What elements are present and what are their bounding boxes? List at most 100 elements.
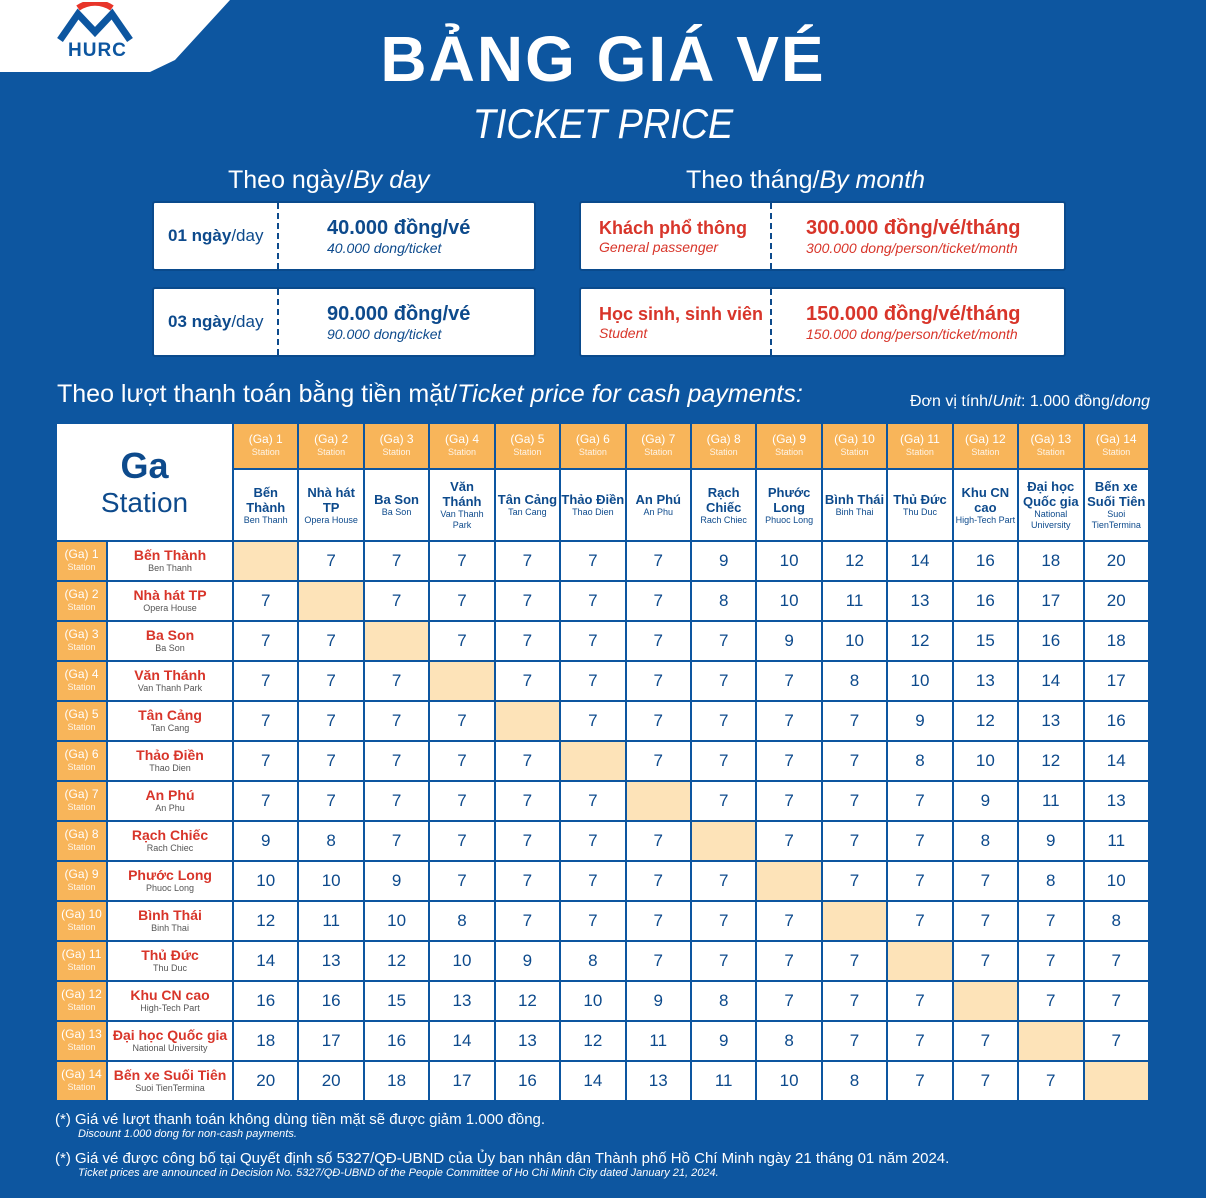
corner-title: Ga: [120, 445, 169, 486]
fare-cell: 7: [232, 660, 300, 702]
row-station-number: (Ga) 6 Station: [55, 740, 108, 782]
fare-cell: 17: [297, 1020, 365, 1062]
station-name: Phước Long: [128, 867, 212, 883]
fare-cell: 7: [493, 780, 562, 822]
station-word: Station: [317, 447, 346, 457]
table-row: (Ga) 2 Station Nhà hát TP Opera House 7 7 7 7 7 7…: [55, 580, 1150, 622]
fare-cell: 9: [689, 1020, 758, 1062]
station-name: Văn Thánh: [442, 479, 482, 509]
fare-cell: 15: [362, 980, 431, 1022]
row-station-name: Nhà hát TP Opera House: [105, 580, 235, 622]
fare-cell: 7: [428, 740, 496, 782]
fare-cell: 7: [624, 540, 692, 582]
fare-cell: 11: [624, 1020, 692, 1062]
row-station-name: Đại học Quốc gia National University: [105, 1020, 235, 1062]
fare-cell: 7: [624, 620, 692, 662]
station-name: Ba Son: [145, 627, 195, 643]
fare-cell: 7: [1017, 980, 1085, 1022]
fare-cell: 8: [886, 740, 954, 782]
fare-cell: 7: [232, 620, 300, 662]
fare-cell: 7: [1017, 940, 1085, 982]
fare-cell: 8: [1082, 900, 1150, 942]
station-number: (Ga) 2: [314, 432, 349, 446]
fare-cell: 7: [493, 740, 562, 782]
fare-cell: 7: [362, 780, 431, 822]
fare-cell: 7: [232, 780, 300, 822]
fare-cell: 7: [493, 860, 562, 902]
station-word: Station: [67, 762, 96, 772]
fare-cell: 13: [1017, 700, 1085, 742]
fare-cell: 13: [624, 1060, 692, 1102]
column-station-name: Thủ Đức Thu Duc: [886, 468, 954, 542]
fare-cell: 7: [689, 740, 758, 782]
fare-cell: 10: [951, 740, 1020, 782]
station-number: (Ga) 3: [379, 432, 414, 446]
column-station-number: (Ga) 2 Station: [297, 422, 365, 470]
column-station-name: Bến Thành Ben Thanh: [232, 468, 300, 542]
station-name: Bến Thành: [246, 484, 286, 515]
station-name: Nhà hát TP: [307, 484, 355, 515]
station-number: (Ga) 13: [1030, 432, 1072, 446]
station-name-en: Binh Thai: [151, 923, 189, 933]
station-name-en: High-Tech Part: [955, 514, 1016, 525]
station-word: Station: [775, 447, 804, 457]
station-word: Station: [382, 447, 411, 457]
cash-heading: Theo lượt thanh toán bằng tiền mặt/Ticke…: [57, 380, 803, 408]
fare-cell: 18: [232, 1020, 300, 1062]
station-number: (Ga) 7: [641, 432, 676, 446]
fare-cell: 7: [232, 580, 300, 622]
page-title: BẢNG GIÁ VÉ: [380, 23, 826, 95]
row-station-name: Thủ Đức Thu Duc: [105, 940, 235, 982]
station-name-en: Tan Cang: [150, 723, 190, 733]
fare-cell: 17: [428, 1060, 496, 1102]
fare-cell: 7: [428, 540, 496, 582]
fare-matrix: Ga Station (Ga) 1 Station (Ga) 2 Station (Ga) …: [54, 422, 1150, 1102]
station-name-en: Phuoc Long: [145, 883, 195, 893]
fare-cell: 12: [559, 1020, 627, 1062]
month-pass-student-card: Học sinh, sinh viên Student 150.000 đồng/…: [579, 287, 1066, 357]
fare-cell: 7: [689, 940, 758, 982]
fare-cell: 7: [886, 780, 954, 822]
fare-cell: 7: [1082, 980, 1150, 1022]
fare-cell: 7: [755, 780, 823, 822]
table-row: (Ga) 14 Station Bến xe Suối Tiên Suoi TienT…: [55, 1060, 1150, 1102]
fare-cell: 7: [755, 940, 823, 982]
station-name: Bình Thái: [138, 907, 202, 923]
station-name: Ba Son: [374, 492, 419, 507]
same-station-cell: [1017, 1020, 1085, 1062]
column-station-number: (Ga) 11 Station: [886, 422, 954, 470]
fare-cell: 7: [1082, 940, 1150, 982]
fare-cell: 7: [362, 660, 431, 702]
station-number: (Ga) 3: [64, 627, 99, 641]
station-number: (Ga) 1: [248, 432, 283, 446]
fare-cell: 7: [886, 820, 954, 862]
fare-cell: 11: [297, 900, 365, 942]
station-word: Station: [67, 1082, 96, 1092]
fare-cell: 7: [820, 780, 889, 822]
station-name: Tân Cảng: [138, 707, 202, 723]
fare-cell: 7: [493, 660, 562, 702]
by-month-heading: Theo tháng/By month: [686, 166, 926, 194]
column-station-number: (Ga) 12 Station: [951, 422, 1020, 470]
station-name: Thảo Điền: [136, 747, 204, 763]
fare-cell: 7: [428, 700, 496, 742]
station-name-en: Rach Chiec: [146, 843, 194, 853]
fare-cell: 13: [297, 940, 365, 982]
same-station-cell: [624, 780, 692, 822]
station-name-en: Van Thanh Park: [440, 509, 484, 530]
same-station-cell: [493, 700, 562, 742]
fare-cell: 7: [624, 860, 692, 902]
day-pass-card-3: 03 ngày/day 90.000 đồng/vé 90.000 dong/ti…: [152, 287, 536, 357]
fare-cell: 10: [755, 1060, 823, 1102]
fare-cell: 8: [428, 900, 496, 942]
same-station-cell: [362, 620, 431, 662]
fare-cell: 7: [820, 1020, 889, 1062]
fare-cell: 7: [1017, 1060, 1085, 1102]
table-row: (Ga) 13 Station Đại học Quốc gia National U…: [55, 1020, 1150, 1062]
station-name: Thủ Đức: [893, 492, 947, 507]
fare-cell: 16: [493, 1060, 562, 1102]
fare-cell: 8: [820, 660, 889, 702]
station-name: Bến xe Suối Tiên: [1087, 479, 1146, 509]
row-station-number: (Ga) 12 Station: [55, 980, 108, 1022]
column-station-number: (Ga) 14 Station: [1082, 422, 1150, 470]
